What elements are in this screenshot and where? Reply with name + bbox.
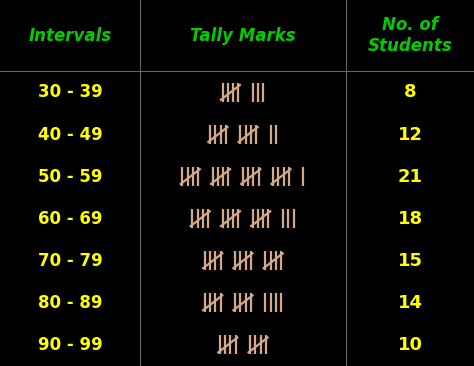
Text: No. of
Students: No. of Students — [368, 16, 452, 55]
Text: 14: 14 — [398, 294, 422, 312]
Text: 50 - 59: 50 - 59 — [37, 168, 102, 186]
Text: 40 - 49: 40 - 49 — [37, 126, 102, 143]
Text: 70 - 79: 70 - 79 — [37, 252, 102, 270]
Text: Intervals: Intervals — [28, 27, 111, 45]
Text: 15: 15 — [398, 252, 422, 270]
Text: 8: 8 — [404, 83, 416, 101]
Text: 18: 18 — [397, 210, 423, 228]
Text: 21: 21 — [398, 168, 422, 186]
Text: 30 - 39: 30 - 39 — [37, 83, 102, 101]
Text: 10: 10 — [398, 336, 422, 354]
Text: Tally Marks: Tally Marks — [190, 27, 296, 45]
Text: 80 - 89: 80 - 89 — [37, 294, 102, 312]
Text: 12: 12 — [398, 126, 422, 143]
Text: 60 - 69: 60 - 69 — [37, 210, 102, 228]
Text: 90 - 99: 90 - 99 — [37, 336, 102, 354]
